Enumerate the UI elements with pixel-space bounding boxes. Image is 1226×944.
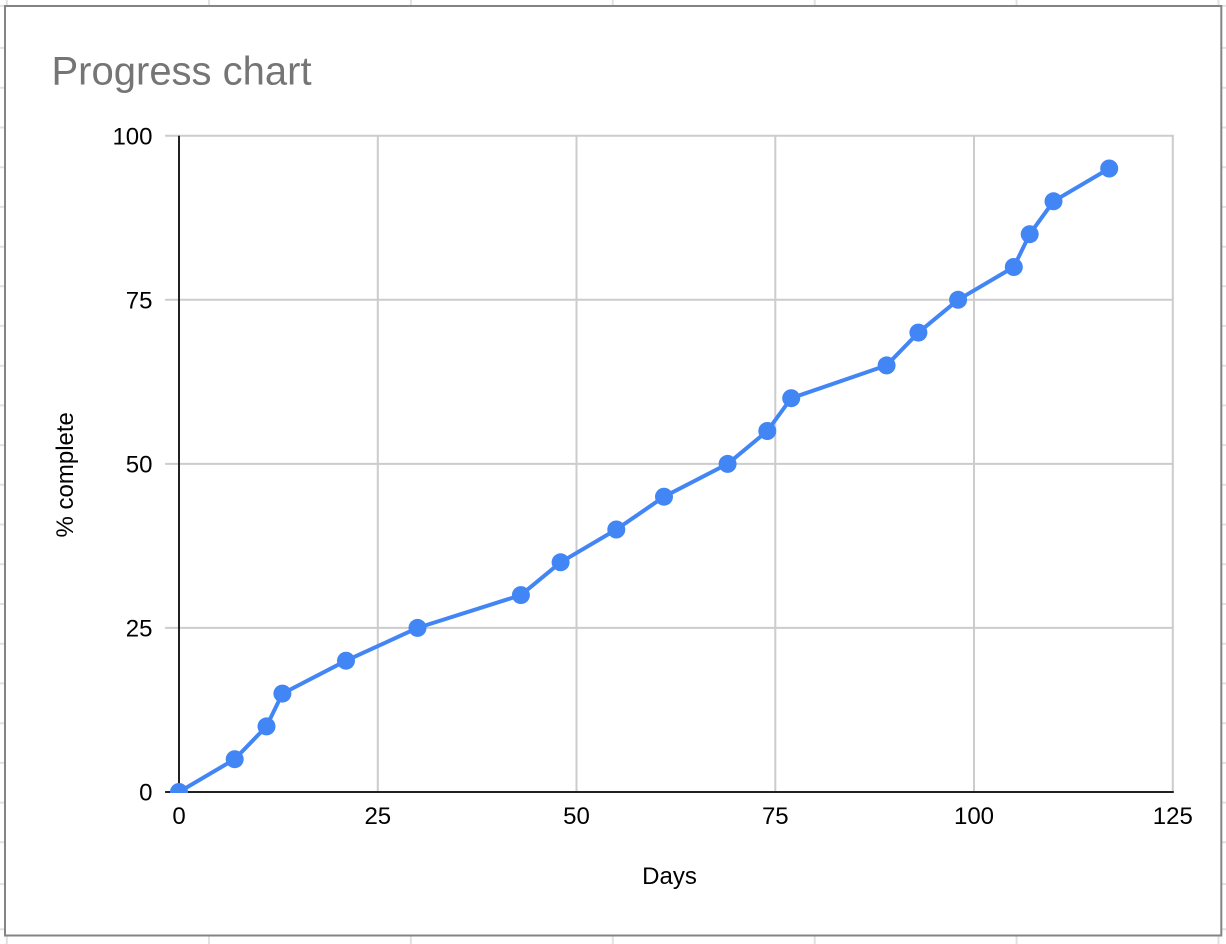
svg-text:125: 125 [1153,803,1193,830]
svg-text:75: 75 [126,288,153,315]
svg-text:75: 75 [762,803,789,830]
svg-text:50: 50 [126,452,153,479]
svg-text:Progress chart: Progress chart [52,50,312,94]
svg-text:25: 25 [126,616,153,643]
svg-text:0: 0 [172,803,185,830]
svg-text:100: 100 [954,803,994,830]
svg-text:50: 50 [563,803,590,830]
svg-text:% complete: % complete [52,412,79,537]
svg-text:Days: Days [642,863,697,890]
svg-text:25: 25 [364,803,391,830]
svg-text:100: 100 [112,123,152,150]
svg-text:0: 0 [139,780,152,807]
